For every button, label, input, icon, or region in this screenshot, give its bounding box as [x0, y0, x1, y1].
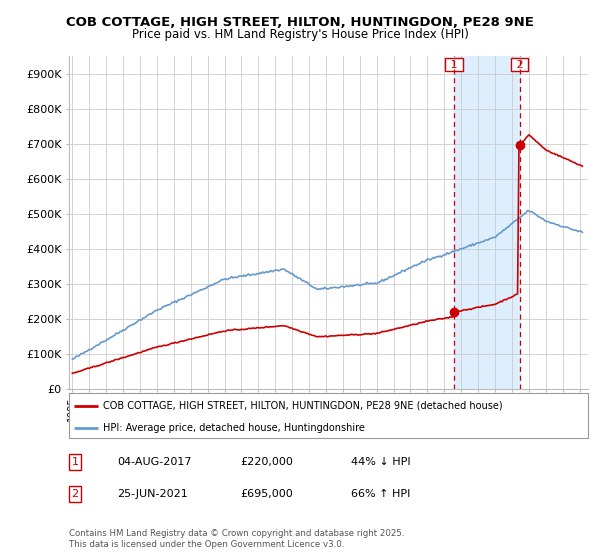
Text: 25-JUN-2021: 25-JUN-2021 — [117, 489, 188, 499]
Text: 2: 2 — [71, 489, 79, 499]
Text: Contains HM Land Registry data © Crown copyright and database right 2025.
This d: Contains HM Land Registry data © Crown c… — [69, 529, 404, 549]
Text: 1: 1 — [71, 457, 79, 467]
Text: 44% ↓ HPI: 44% ↓ HPI — [351, 457, 410, 467]
Text: £695,000: £695,000 — [240, 489, 293, 499]
Text: 1: 1 — [447, 59, 461, 69]
Text: £220,000: £220,000 — [240, 457, 293, 467]
Text: COB COTTAGE, HIGH STREET, HILTON, HUNTINGDON, PE28 9NE: COB COTTAGE, HIGH STREET, HILTON, HUNTIN… — [66, 16, 534, 29]
Text: 04-AUG-2017: 04-AUG-2017 — [117, 457, 191, 467]
Text: Price paid vs. HM Land Registry's House Price Index (HPI): Price paid vs. HM Land Registry's House … — [131, 28, 469, 41]
Text: 2: 2 — [512, 59, 527, 69]
Text: 66% ↑ HPI: 66% ↑ HPI — [351, 489, 410, 499]
Bar — [454, 56, 520, 389]
Text: COB COTTAGE, HIGH STREET, HILTON, HUNTINGDON, PE28 9NE (detached house): COB COTTAGE, HIGH STREET, HILTON, HUNTIN… — [103, 400, 502, 410]
Text: HPI: Average price, detached house, Huntingdonshire: HPI: Average price, detached house, Hunt… — [103, 423, 365, 433]
